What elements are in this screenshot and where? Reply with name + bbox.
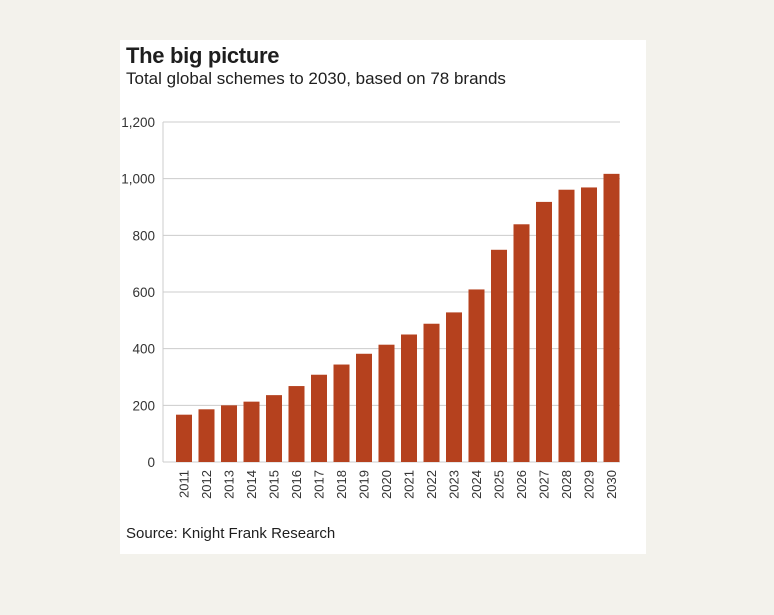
bar-2012 bbox=[198, 409, 215, 462]
y-tick-label: 1,000 bbox=[121, 172, 155, 187]
bar-2025 bbox=[491, 249, 507, 462]
x-tick-label: 2016 bbox=[289, 470, 304, 499]
bar-2018 bbox=[333, 364, 350, 462]
x-tick-label: 2024 bbox=[469, 470, 484, 499]
x-tick-label: 2026 bbox=[514, 470, 529, 499]
y-tick-label: 200 bbox=[132, 398, 155, 413]
bar-2020 bbox=[378, 344, 395, 462]
bar-2027 bbox=[536, 201, 552, 462]
x-tick-label: 2021 bbox=[402, 470, 417, 499]
bar-2022 bbox=[423, 323, 440, 462]
x-tick-label: 2022 bbox=[424, 470, 439, 499]
x-tick-label: 2023 bbox=[447, 470, 462, 499]
y-tick-label: 0 bbox=[147, 455, 155, 470]
x-axis-tick-labels: 2011 2012 2013 2014 2015 2016 2017 2018 2019 2020… bbox=[177, 470, 620, 499]
bar-2029 bbox=[581, 187, 597, 462]
x-tick-label: 2013 bbox=[222, 470, 237, 499]
x-tick-label: 2028 bbox=[559, 470, 574, 499]
bar-2028 bbox=[558, 189, 575, 462]
y-tick-label: 600 bbox=[132, 285, 155, 300]
x-tick-label: 2029 bbox=[582, 470, 597, 499]
source-note: Source: Knight Frank Research bbox=[126, 525, 336, 542]
bar-2015 bbox=[266, 395, 282, 462]
x-tick-label: 2025 bbox=[492, 470, 507, 499]
x-tick-label: 2018 bbox=[334, 470, 349, 499]
bar-2023 bbox=[446, 312, 462, 462]
bar-2013 bbox=[221, 405, 237, 462]
chart-title: The big picture bbox=[126, 43, 280, 68]
chart-subtitle: Total global schemes to 2030, based on 7… bbox=[126, 69, 506, 88]
bar-2014 bbox=[243, 401, 260, 462]
bar-2026 bbox=[513, 224, 530, 462]
bar-2021 bbox=[401, 334, 417, 462]
y-tick-label: 1,200 bbox=[121, 115, 155, 130]
bar-2030 bbox=[603, 173, 620, 462]
y-axis-tick-labels: 0 200 400 600 800 1,000 1,200 bbox=[121, 115, 155, 470]
bar-2011 bbox=[176, 414, 192, 462]
x-tick-label: 2019 bbox=[357, 470, 372, 499]
x-tick-label: 2012 bbox=[199, 470, 214, 499]
bar-2017 bbox=[311, 374, 327, 462]
bars bbox=[176, 173, 620, 462]
bar-2024 bbox=[468, 289, 485, 462]
x-tick-label: 2014 bbox=[244, 470, 259, 499]
chart-card: The big picture Total global schemes to … bbox=[120, 40, 646, 554]
x-tick-label: 2017 bbox=[312, 470, 327, 499]
x-tick-label: 2027 bbox=[537, 470, 552, 499]
y-tick-label: 400 bbox=[132, 342, 155, 357]
bar-2019 bbox=[356, 353, 372, 462]
bar-chart: 0 200 400 600 800 1,000 1,200 2011 2012 2013 2014… bbox=[121, 115, 620, 499]
y-tick-label: 800 bbox=[132, 228, 155, 243]
x-tick-label: 2015 bbox=[267, 470, 282, 499]
x-tick-label: 2030 bbox=[604, 470, 619, 499]
x-tick-label: 2011 bbox=[177, 470, 192, 498]
bar-2016 bbox=[288, 386, 305, 462]
x-tick-label: 2020 bbox=[379, 470, 394, 499]
